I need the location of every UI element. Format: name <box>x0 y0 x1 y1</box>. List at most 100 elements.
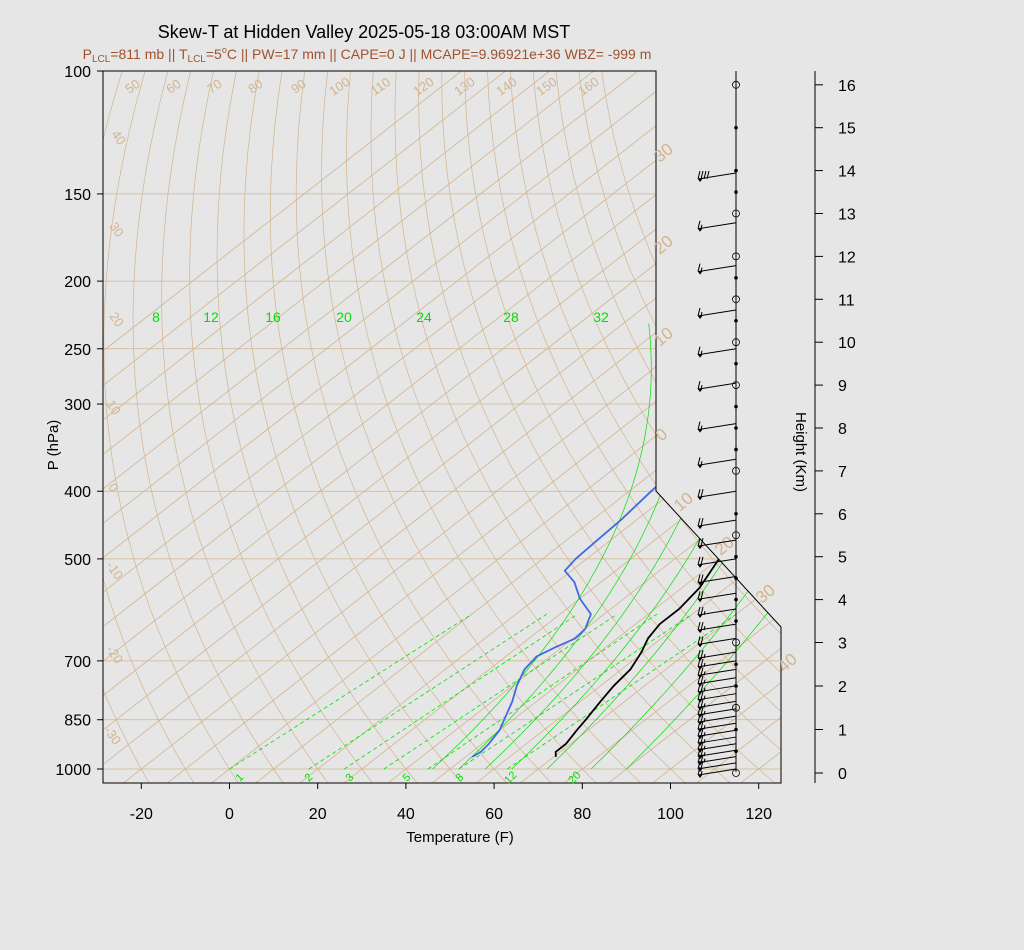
height-tick-label: 2 <box>838 679 847 696</box>
barb-flag <box>697 574 701 583</box>
barb-tip <box>698 563 703 568</box>
barb-flag <box>697 636 701 645</box>
dry-adiabat <box>370 71 687 783</box>
barb-flag <box>700 574 704 583</box>
barb-tip <box>698 614 703 619</box>
wind-barb <box>697 721 737 733</box>
height-tick-label: 7 <box>838 464 847 481</box>
barb-shaft <box>697 592 737 600</box>
isotherm <box>103 71 768 783</box>
isotherm <box>563 71 781 783</box>
barb-half-flag <box>703 710 706 715</box>
wind-barb <box>697 518 737 530</box>
barb-shaft <box>697 265 737 273</box>
height-tick-label: 0 <box>838 766 847 783</box>
barb-tip <box>698 748 703 753</box>
barb-flag <box>697 556 701 566</box>
p-tick-label: 100 <box>64 64 91 81</box>
barb-flag <box>700 591 704 600</box>
barb-tip <box>698 657 703 662</box>
barb-half-flag <box>700 311 703 317</box>
barb-flag <box>700 675 704 684</box>
barb-flag <box>700 489 704 498</box>
barb-flag <box>700 649 704 659</box>
barb-half-flag <box>703 703 706 708</box>
dry-adiabat <box>103 71 240 783</box>
mixing-ratio-line <box>343 613 578 770</box>
barb-tip <box>698 755 703 760</box>
dry-adiabat <box>346 71 642 783</box>
barb-tip <box>698 581 703 586</box>
barb-flag <box>700 734 704 744</box>
barb-shaft <box>697 382 737 390</box>
wind-barb <box>697 263 737 275</box>
barb-flag <box>700 741 704 750</box>
dry-adiabat <box>189 71 374 783</box>
wind-barb <box>697 636 737 648</box>
isotherm <box>607 71 781 783</box>
barb-shaft <box>697 558 737 566</box>
moist-adiabat <box>432 323 652 770</box>
barb-half-flag <box>703 662 706 667</box>
chart-subtitle: PLCL=811 mb || TLCL=5oC || PW=17 mm || C… <box>83 45 652 65</box>
plot-area <box>103 71 781 783</box>
wind-barb <box>697 748 737 760</box>
barb-shaft <box>697 309 737 317</box>
dry-adiabat <box>418 71 776 783</box>
height-marker-dot <box>734 727 738 732</box>
barb-half-flag <box>703 679 706 684</box>
dry-adiabat <box>216 71 419 783</box>
barb-half-flag <box>703 687 706 692</box>
barb-tip <box>698 682 703 687</box>
dry-adiabat <box>486 71 781 783</box>
height-axis-label: Height (Km) <box>792 412 809 492</box>
barb-tip <box>698 464 703 469</box>
dry-adiabat <box>243 71 463 783</box>
barb-tip <box>698 428 703 433</box>
barb-flag <box>700 621 704 631</box>
isotherm <box>103 71 591 783</box>
dry-adiabat-label: 20 <box>106 309 127 329</box>
wind-barb <box>697 574 737 586</box>
height-marker-dot <box>734 749 738 754</box>
wind-barb <box>697 457 737 469</box>
dry-adiabat <box>161 71 329 783</box>
isotherm <box>103 71 781 783</box>
dry-adiabat <box>103 71 195 783</box>
isotherm <box>784 39 1024 784</box>
barb-shaft <box>697 222 737 230</box>
barb-half-flag <box>700 384 703 390</box>
barb-flag <box>700 658 704 667</box>
barb-half-flag <box>703 752 706 757</box>
barb-tip <box>698 270 703 275</box>
wind-barb <box>697 489 737 501</box>
x-tick-label: 120 <box>745 806 772 823</box>
height-marker-dot <box>734 168 738 173</box>
theta-e-label: 24 <box>416 309 432 325</box>
barb-tip <box>698 728 703 733</box>
height-marker-open <box>732 703 740 712</box>
barb-flag <box>697 220 701 229</box>
height-marker-open <box>732 769 740 777</box>
barb-flag <box>700 636 704 645</box>
height-tick-label: 1 <box>838 723 847 740</box>
height-marker-open <box>732 381 740 390</box>
barb-tip <box>698 388 703 393</box>
height-tick-label: 5 <box>838 550 847 567</box>
wind-barb <box>697 591 737 603</box>
isotherm <box>342 71 781 783</box>
x-tick-label: 80 <box>573 806 591 823</box>
isotherm <box>103 71 635 783</box>
height-marker-open <box>732 531 740 540</box>
wind-barb <box>697 649 737 662</box>
height-tick-label: 13 <box>838 207 856 224</box>
barb-shaft <box>697 637 737 645</box>
height-marker-dot <box>734 276 738 280</box>
barb-shaft <box>697 762 737 770</box>
barb-tip <box>698 735 703 740</box>
barb-flag <box>697 538 701 547</box>
theta-e-label: 12 <box>203 309 219 325</box>
wind-barb <box>697 675 737 687</box>
barb-tip <box>698 227 703 232</box>
barb-tip <box>698 706 703 711</box>
